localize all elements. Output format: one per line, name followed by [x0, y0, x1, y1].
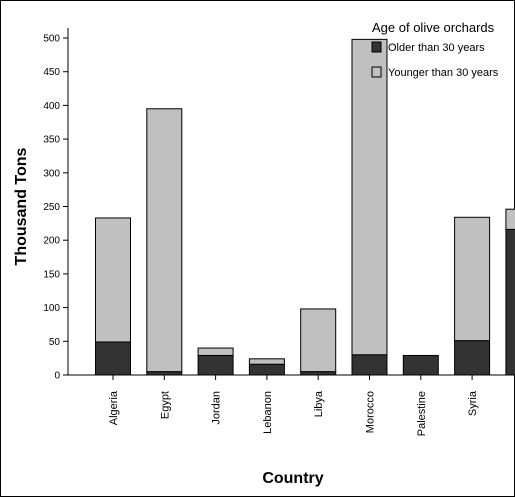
x-tick-label: Lebanon	[262, 391, 274, 434]
bar-segment-older	[402, 354, 439, 376]
bar-segment-younger	[351, 38, 388, 356]
y-tick-label: 350	[43, 135, 60, 146]
bar-segment-younger	[505, 208, 515, 230]
bar-segment-older	[248, 363, 285, 376]
bar-segment-older	[197, 354, 234, 376]
legend-label: Older than 30 years	[388, 42, 485, 54]
bar-segment-younger	[248, 358, 285, 365]
y-axis-title: Thousand Tons	[13, 147, 30, 265]
bars	[95, 38, 515, 376]
bar-segment-older	[351, 354, 388, 376]
x-tick-label: Syria	[467, 390, 479, 416]
bar-segment-younger	[95, 217, 131, 343]
y-tick-label: 300	[43, 168, 60, 179]
x-tick-label: Jordan	[211, 391, 223, 425]
y-tick-label: 50	[49, 337, 61, 348]
bar-segment-younger	[300, 308, 337, 373]
x-axis-title: Country	[262, 470, 323, 487]
legend: Age of olive orchards Older than 30 year…	[371, 20, 499, 79]
y-tick-label: 250	[43, 202, 60, 213]
legend-swatch	[371, 66, 382, 78]
y-tick-label: 200	[43, 236, 60, 247]
x-tick-label: Palestine	[416, 391, 428, 436]
bar-segment-older	[454, 340, 491, 376]
y-tick-label: 400	[43, 101, 60, 112]
x-tick-label: Egypt	[159, 391, 171, 419]
y-tick-label: 0	[54, 371, 60, 382]
legend-label: Younger than 30 years	[388, 67, 499, 79]
legend-swatch	[371, 41, 382, 53]
bar-segment-younger	[146, 108, 183, 373]
y-tick-label: 100	[43, 303, 60, 314]
bar-segment-younger	[197, 347, 234, 356]
y-axis-ticks: 0 50 100 150 200 250 300 350 400 450 500	[43, 34, 68, 382]
y-tick-label: 150	[43, 269, 60, 280]
bar-segment-older	[505, 228, 515, 376]
y-tick-label: 500	[43, 34, 60, 45]
bar-segment-older	[146, 371, 183, 376]
x-tick-label: Libya	[313, 390, 325, 417]
y-tick-label: 450	[43, 67, 60, 78]
x-axis-labels: Algeria Egypt Jordan Lebanon Libya Morocco Pal…	[108, 375, 479, 436]
legend-title: Age of olive orchards	[372, 20, 495, 35]
bar-segment-younger	[454, 216, 491, 342]
bar-segment-older	[95, 341, 131, 376]
bar-segment-older	[300, 371, 337, 376]
x-tick-label: Algeria	[108, 390, 120, 425]
x-tick-label: Morocco	[365, 391, 377, 433]
